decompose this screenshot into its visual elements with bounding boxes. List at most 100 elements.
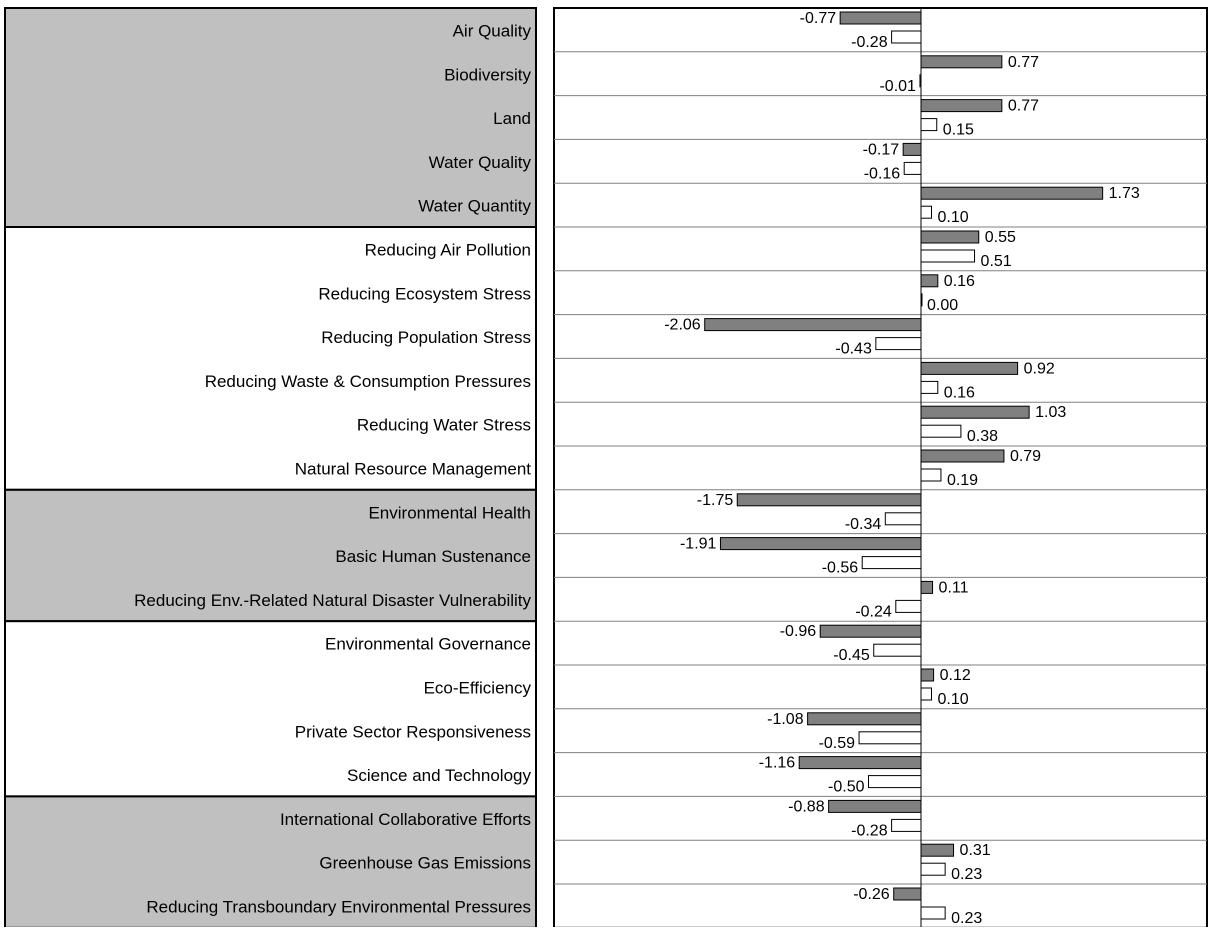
category-label: Natural Resource Management [295, 459, 532, 478]
data-label-series-2: -0.43 [835, 341, 872, 358]
data-label-series-1: -2.06 [664, 317, 701, 334]
bar-series-1 [839, 11, 922, 25]
category-group-3 [4, 620, 537, 798]
data-label-series-2: -0.28 [851, 822, 888, 839]
bar-series-2 [858, 731, 922, 745]
data-label-series-1: -1.16 [759, 755, 796, 772]
category-label: Basic Human Sustenance [335, 547, 531, 566]
category-label: Reducing Waste & Consumption Pressures [205, 372, 531, 391]
data-label-series-1: -1.91 [680, 536, 717, 553]
data-label-series-2: -0.34 [845, 516, 882, 533]
data-label-series-2: -0.45 [833, 647, 870, 664]
bar-series-1 [920, 405, 1030, 419]
bar-series-1 [920, 449, 1005, 463]
data-label-series-1: 0.79 [1010, 448, 1041, 465]
data-label-series-1: 0.77 [1008, 98, 1039, 115]
bar-series-2 [875, 337, 922, 351]
bar-series-2 [920, 906, 946, 920]
bar-series-2 [920, 862, 946, 876]
bar-series-2 [920, 380, 939, 394]
data-label-series-2: -0.59 [819, 735, 856, 752]
data-label-series-1: -0.26 [853, 886, 890, 903]
category-group-4 [4, 795, 537, 929]
category-label: International Collaborative Efforts [280, 810, 531, 829]
bar-series-2 [903, 161, 922, 175]
plot-frame [553, 7, 1208, 929]
data-label-series-2: 0.38 [967, 428, 998, 445]
data-label-series-2: -0.50 [828, 779, 865, 796]
bar-series-1 [807, 712, 922, 726]
data-label-series-1: 0.55 [985, 229, 1016, 246]
category-group-2 [4, 488, 537, 623]
bar-series-1 [893, 887, 922, 901]
data-label-series-1: -1.75 [697, 492, 734, 509]
bar-series-1 [920, 668, 935, 682]
data-label-series-1: 0.92 [1024, 360, 1055, 377]
bar-series-1 [920, 99, 1003, 113]
data-label-series-1: 1.03 [1035, 404, 1066, 421]
data-label-series-2: 0.51 [981, 253, 1012, 270]
category-label: Environmental Governance [325, 635, 531, 654]
category-label: Water Quantity [418, 197, 531, 216]
data-label-series-1: 0.16 [944, 273, 975, 290]
data-label-series-2: 0.16 [944, 384, 975, 401]
bar-series-2 [920, 687, 932, 701]
bar-series-1 [920, 230, 980, 244]
bar-series-1 [920, 580, 934, 594]
data-label-series-2: -0.28 [851, 34, 888, 51]
data-label-series-2: -0.24 [855, 603, 892, 620]
bar-series-2 [920, 293, 923, 307]
bar-series-1 [920, 274, 939, 288]
bar-series-2 [868, 775, 922, 789]
bar-series-2 [919, 74, 922, 88]
data-label-series-1: 0.77 [1008, 54, 1039, 71]
bar-series-1 [920, 55, 1003, 69]
bar-series-1 [819, 624, 922, 638]
data-label-series-2: 0.10 [938, 209, 969, 226]
data-label-series-1: 0.11 [939, 579, 969, 596]
bar-series-2 [920, 205, 932, 219]
category-label-panel: Air Quality Biodiversity Land Water Quality… [4, 7, 537, 929]
data-label-series-2: 0.10 [938, 691, 969, 708]
category-label: Reducing Air Pollution [365, 240, 531, 259]
bar-series-1 [719, 537, 922, 551]
data-label-series-2: 0.00 [927, 297, 958, 314]
category-label: Reducing Water Stress [357, 416, 531, 435]
bar-series-2 [895, 599, 922, 613]
bar-series-1 [704, 318, 922, 332]
category-label: Biodiversity [444, 65, 531, 84]
category-label: Science and Technology [347, 766, 531, 785]
data-label-series-2: 0.23 [951, 866, 982, 883]
bar-series-2 [861, 556, 922, 570]
category-label: Air Quality [453, 21, 532, 40]
data-label-series-2: -0.01 [879, 78, 916, 95]
category-label: Environmental Health [368, 503, 531, 522]
bar-series-1 [736, 493, 922, 507]
bar-series-2 [920, 424, 962, 438]
data-label-series-1: -0.88 [788, 798, 825, 815]
data-label-series-2: -0.56 [822, 560, 859, 577]
bar-series-2 [920, 118, 938, 132]
category-label: Private Sector Responsiveness [295, 722, 531, 741]
data-label-series-1: 0.12 [940, 667, 971, 684]
category-label: Reducing Ecosystem Stress [318, 284, 531, 303]
data-label-series-2: 0.19 [947, 472, 978, 489]
bar-series-1 [828, 799, 922, 813]
bar-series-2 [891, 818, 922, 832]
data-label-series-2: 0.23 [951, 910, 982, 927]
category-label: Greenhouse Gas Emissions [319, 854, 531, 873]
bar-series-2 [884, 512, 922, 526]
bar-series-1 [798, 756, 922, 770]
data-label-series-1: -0.77 [800, 10, 837, 27]
bar-series-1 [902, 142, 922, 156]
category-label: Water Quality [429, 153, 532, 172]
bar-series-1 [920, 361, 1019, 375]
bar-series-2 [873, 643, 922, 657]
category-group-0 [4, 7, 537, 228]
category-label: Reducing Transboundary Environmental Pre… [146, 897, 531, 916]
data-label-series-2: -0.16 [864, 165, 901, 182]
data-label-series-1: 0.31 [960, 842, 991, 859]
category-label: Reducing Env.-Related Natural Disaster V… [134, 591, 531, 610]
category-label: Land [493, 109, 531, 128]
